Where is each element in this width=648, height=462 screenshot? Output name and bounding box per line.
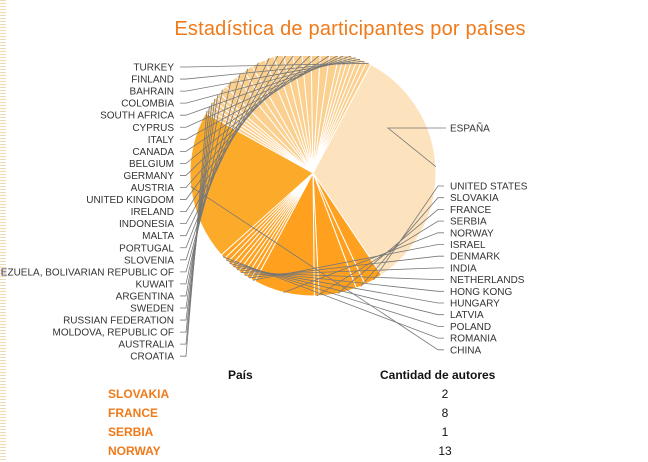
leader-line (180, 57, 270, 237)
slice-label: ITALY (148, 135, 175, 146)
leader-line (283, 232, 444, 293)
slice-label: TURKEY (133, 63, 174, 74)
slice-label: NORWAY (450, 228, 494, 239)
slice-label: PORTUGAL (119, 243, 174, 254)
edge-stripe (0, 0, 6, 462)
slice-label: DENMARK (450, 252, 500, 263)
leader-line (180, 62, 259, 249)
table-row: NORWAY 13 (0, 444, 648, 462)
slice-label: NETHERLANDS (450, 275, 525, 286)
slice-label: ISRAEL (450, 240, 486, 251)
slice-label: RUSSIAN FEDERATION (63, 316, 174, 327)
leader-line (180, 56, 294, 200)
slice-label: AUSTRALIA (118, 340, 174, 351)
table-cell-count: 2 (441, 387, 449, 401)
leader-line (180, 56, 320, 164)
slice-label: BAHRAIN (130, 87, 174, 98)
leader-line (248, 255, 444, 279)
slice-label: KUWAIT (135, 279, 174, 290)
leader-line (229, 263, 444, 316)
leader-line (236, 269, 444, 292)
leader-line (180, 56, 330, 152)
leader-line (180, 56, 302, 188)
table-cell-country[interactable]: FRANCE (108, 406, 158, 420)
leader-line (180, 73, 241, 273)
leader-line (386, 127, 446, 167)
slice-label: HUNGARY (450, 299, 500, 310)
slice-label: HONG KONG (450, 287, 512, 298)
slice-label: ESPAÑA (450, 122, 490, 135)
slice-label: MALTA (142, 231, 174, 242)
table-cell-count: 8 (441, 406, 449, 420)
leader-line (180, 56, 345, 128)
table-cell-country[interactable]: SERBIA (108, 425, 154, 439)
leader-line (180, 102, 213, 333)
leader-line (240, 272, 444, 281)
slice-label: FRANCE (450, 205, 491, 216)
leader-line (180, 110, 208, 357)
slice-label: SWEDEN (130, 304, 174, 315)
slice-label: SERBIA (450, 217, 487, 228)
leader-line (180, 56, 311, 176)
slice-label: GERMANY (123, 171, 174, 182)
leader-line (180, 68, 249, 261)
slice-label: INDIA (450, 263, 477, 274)
leader-line (180, 106, 210, 345)
leader-line (360, 197, 444, 287)
slice-label: LATVIA (450, 310, 484, 321)
leader-line (180, 57, 356, 104)
table-cell-country[interactable]: NORWAY (108, 444, 161, 458)
slice-label: CROATIA (130, 352, 174, 362)
slice-label: AUSTRIA (131, 183, 175, 194)
slice-label: SLOVENIA (124, 255, 174, 266)
leader-line (180, 81, 232, 285)
leader-line (373, 185, 444, 281)
slice-label: UNITED KINGDOM (86, 195, 174, 206)
slice-label: ROMANIA (450, 334, 497, 345)
slice-label: MOLDOVA, REPUBLIC OF (52, 328, 174, 339)
leader-line (222, 256, 444, 339)
slice-label: SOUTH AFRICA (100, 111, 174, 122)
leader-line (180, 56, 352, 116)
pie-slice-austria[interactable] (301, 56, 314, 174)
table-cell-count: 13 (438, 444, 452, 458)
slice-label: ARGENTINA (116, 291, 175, 302)
pie-slice-belgium[interactable] (312, 56, 330, 174)
table-row: FRANCE 8 (0, 406, 648, 424)
slice-label: FINLAND (131, 75, 174, 86)
table-row: SERBIA 1 (0, 425, 648, 443)
slice-label: POLAND (450, 322, 491, 333)
slice-label: CHINA (450, 345, 481, 356)
table-row: SLOVAKIA 2 (0, 387, 648, 405)
slice-label: SLOVAKIA (450, 193, 499, 204)
pie-chart: Autores por paisesESPAÑAUNITED STATESSLO… (0, 56, 528, 362)
table-header-count: Cantidad de autores (380, 368, 496, 382)
table-cell-count: 1 (441, 425, 449, 439)
slice-label: UNITED STATES (450, 182, 528, 193)
leader-line (226, 259, 444, 327)
leader-line (190, 186, 444, 351)
slice-label: INDONESIA (119, 219, 174, 230)
leader-line (180, 56, 279, 225)
leader-line (337, 208, 444, 294)
leader-line (244, 267, 444, 276)
table-cell-country[interactable]: SLOVAKIA (108, 387, 170, 401)
slice-label: IRELAND (131, 207, 174, 218)
slice-label: CANADA (132, 147, 174, 158)
slice-label: VENEZUELA, BOLIVARIAN REPUBLIC OF (0, 267, 174, 278)
leader-line (233, 266, 444, 304)
slice-label: COLOMBIA (121, 99, 174, 110)
page-title: Estadística de participantes por países (174, 18, 526, 40)
pie-slice-turkey[interactable] (312, 61, 372, 174)
pie-slice-united-kingdom[interactable] (292, 56, 314, 174)
leader-line (180, 89, 223, 297)
leader-line (180, 95, 219, 309)
table-header-country: País (228, 368, 253, 382)
slice-label: CYPRUS (132, 123, 174, 134)
leader-line (180, 56, 286, 213)
leader-line (180, 98, 216, 321)
slice-label: BELGIUM (129, 159, 174, 170)
